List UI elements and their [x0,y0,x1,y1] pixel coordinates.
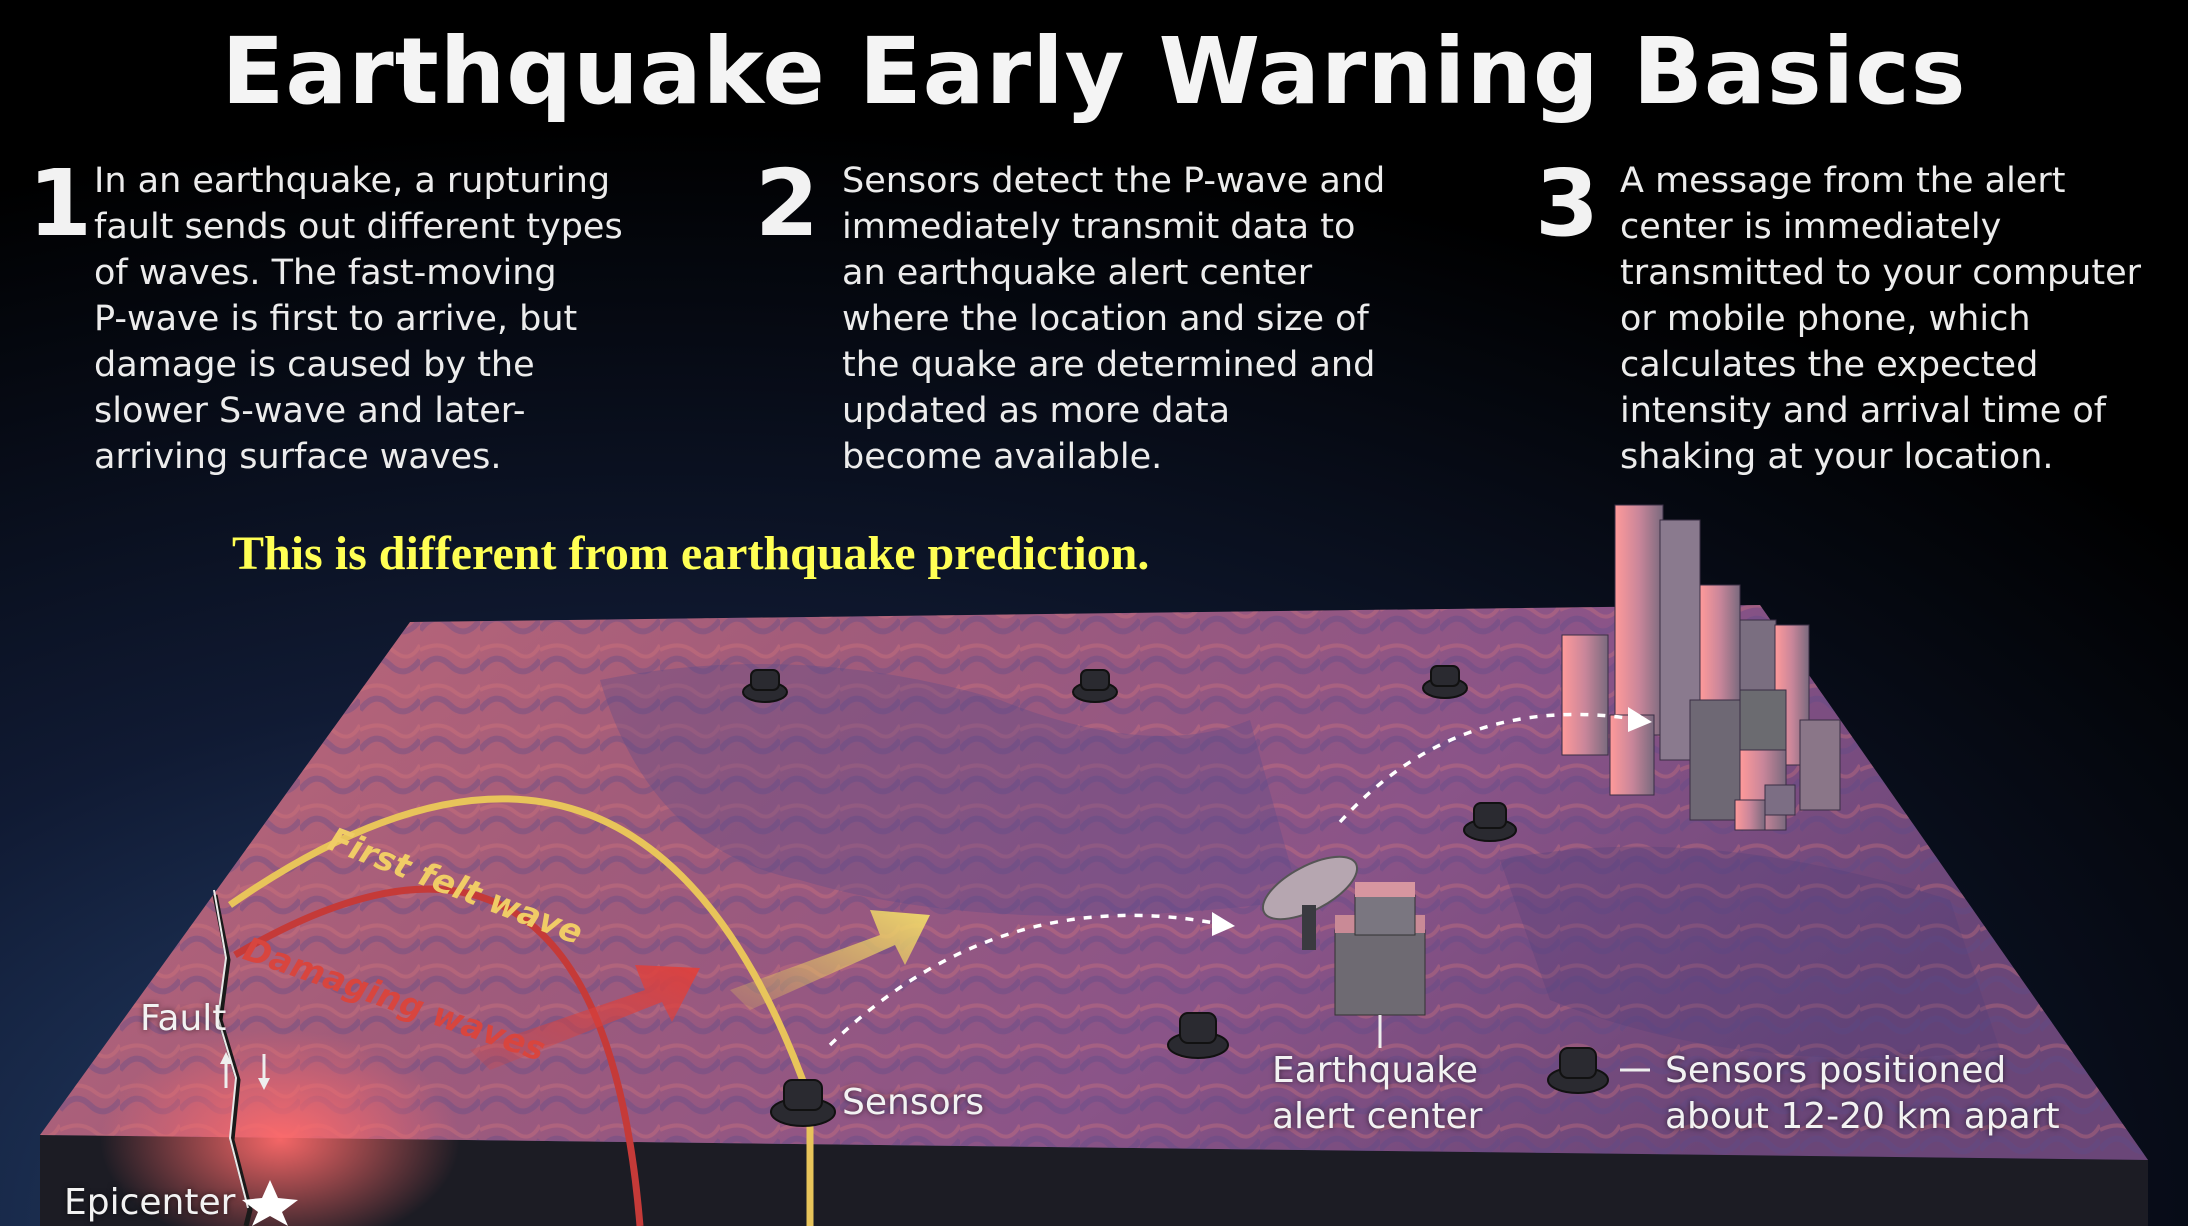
step-1-text: In an earthquake, a rupturing fault send… [94,161,623,477]
step-3-number: 3 [1535,150,1600,257]
prediction-note: This is different from earthquake predic… [232,527,1150,580]
alert-center-label: Earthquake alert center [1272,1050,1483,1137]
fault-label: Fault [140,998,227,1039]
sensors-spacing-label: Sensors positioned about 12-20 km apart [1665,1050,2060,1137]
step-2-text: Sensors detect the P-wave and immediatel… [842,161,1386,477]
epicenter-label: Epicenter [64,1182,236,1223]
sensors-label: Sensors [842,1082,985,1123]
page-title: Earthquake Early Warning Basics [221,18,1967,125]
step-3-text: A message from the alert center is immed… [1620,161,2142,477]
step-2-number: 2 [755,150,820,257]
step-1-number: 1 [28,150,93,257]
